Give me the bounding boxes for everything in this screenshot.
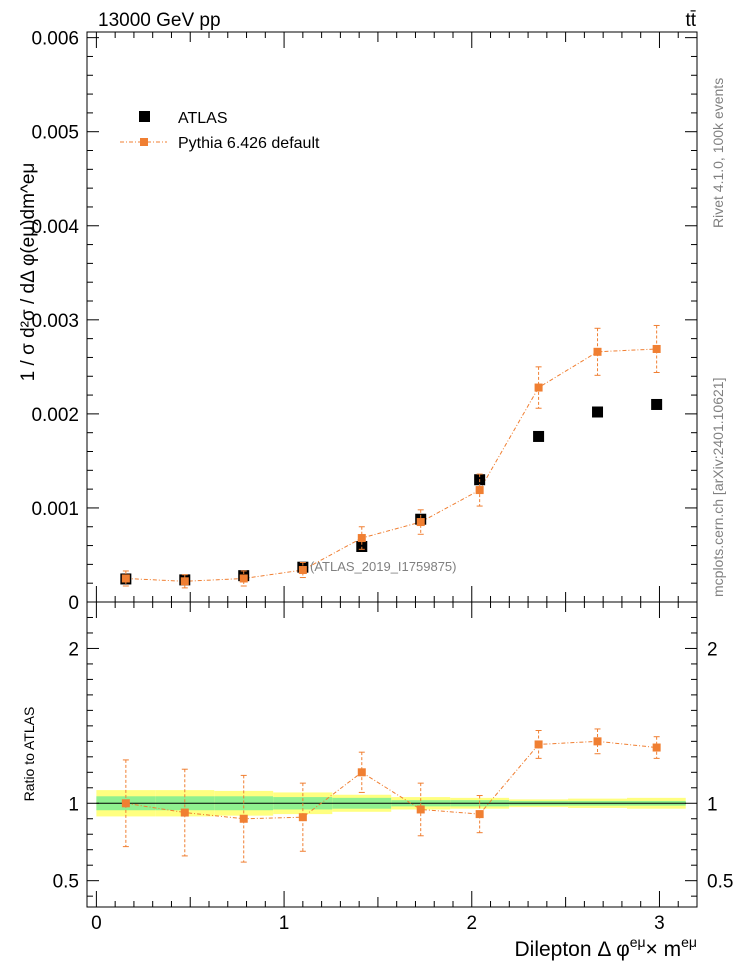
ratio-mc-point (180, 808, 189, 817)
rivet-label: Rivet 4.1.0, 100k events (710, 78, 726, 228)
main-ytick-label: 0.001 (31, 499, 79, 520)
main-series (120, 324, 663, 589)
atlas-point (356, 541, 368, 553)
main-axes: 0 0.001 0.002 0.003 0.004 0.005 0.006 (31, 29, 697, 614)
ratio-mc-point (652, 743, 661, 752)
atlas-point (533, 430, 545, 442)
mcplots-label: mcplots.cern.ch [arXiv:2401.10621] (710, 378, 726, 597)
main-ytick-label: 0.004 (31, 217, 79, 238)
mc-line (125, 348, 657, 582)
legend: ATLAS Pythia 6.426 default (120, 110, 320, 152)
ratio-xtick-label: 1 (279, 913, 290, 934)
ratio-ytick-label: 1 (68, 794, 79, 815)
ratio-ytick-label-right: 1 (707, 794, 718, 815)
mc-point (121, 574, 130, 583)
ratio-mc-point (593, 737, 602, 746)
ratio-axes: 0.5 0.5 1 1 2 2 0 1 2 3 (53, 602, 733, 934)
mc-point (652, 344, 661, 353)
mc-point (593, 347, 602, 356)
ratio-frame (86, 601, 698, 908)
ratio-mc-point (298, 813, 307, 822)
atlas-point (651, 398, 663, 410)
process-label: tt̄ (685, 10, 696, 31)
ratio-ytick-label-right: 0.5 (707, 872, 733, 893)
main-ytick-label: 0.006 (31, 29, 79, 50)
x-label-sup2: eμ (681, 934, 697, 950)
main-ytick-label: 0.002 (31, 405, 79, 426)
energy-label: 13000 GeV pp (98, 10, 221, 31)
mc-point (416, 518, 425, 527)
legend-mc-label: Pythia 6.426 default (178, 135, 320, 152)
ratio-xtick-label: 3 (654, 913, 665, 934)
ratio-mc-point (416, 805, 425, 814)
legend-atlas-label: ATLAS (178, 110, 228, 127)
main-panel: 0 0.001 0.002 0.003 0.004 0.005 0.006 (ATLAS_2… (31, 29, 698, 614)
mc-point (357, 534, 366, 543)
ratio-mc-point (534, 740, 543, 749)
main-ylabel: 1 / σ d²σ / dΔ φ(eμ)dm^eμ (18, 163, 39, 382)
main-ytick-label: 0 (68, 593, 79, 614)
ratio-panel: 0.5 0.5 1 1 2 2 0 1 2 3 (53, 601, 733, 934)
ratio-mc-point (475, 810, 484, 819)
main-ylabel-text: 1 / σ d²σ / dΔ φ(eμ)dm^eμ (18, 163, 39, 382)
ratio-xtick-label: 2 (466, 913, 477, 934)
ratio-series (121, 728, 661, 863)
ratio-ytick-label: 2 (68, 639, 79, 660)
mc-point (534, 383, 543, 392)
ratio-ylabel: Ratio to ATLAS (21, 707, 37, 802)
ratio-ytick-label: 0.5 (53, 872, 79, 893)
ratio-mc-point (357, 768, 366, 777)
ratio-xtick-label: 0 (91, 913, 102, 934)
x-axis-label: Dilepton Δ φeμ× meμ (514, 934, 697, 961)
ratio-mc-line (125, 740, 657, 820)
legend-atlas-marker (139, 111, 150, 122)
x-label-times: × m (646, 938, 682, 961)
ratio-mc-point (121, 799, 130, 808)
x-label-sup1: eμ (630, 934, 646, 950)
ratio-mc-point (239, 814, 248, 823)
ratio-ytick-label-right: 2 (707, 639, 718, 660)
mc-point (180, 577, 189, 586)
watermark: (ATLAS_2019_I1759875) (310, 559, 456, 574)
main-ytick-label: 0.003 (31, 311, 79, 332)
mc-point (239, 574, 248, 583)
mc-point (298, 566, 307, 575)
atlas-point (592, 406, 604, 418)
mc-point (475, 486, 484, 495)
legend-mc-marker (140, 138, 148, 146)
main-ytick-label: 0.005 (31, 123, 79, 144)
